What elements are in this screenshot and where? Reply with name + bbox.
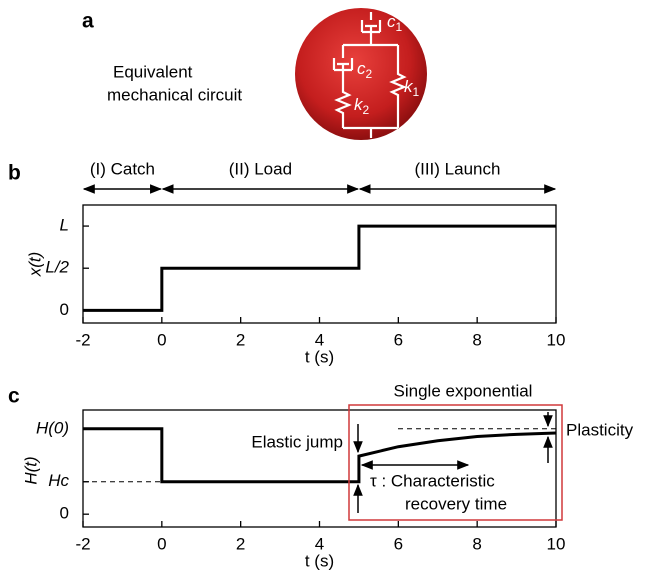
x-tick-label: -2 [75,534,90,553]
x-tick-label: 10 [547,534,566,553]
y-axis-label: x(t) [25,252,44,278]
y-axis-label: H(t) [21,456,40,484]
annotation: Single exponential [394,381,533,400]
y-tick-label: Hc [48,471,69,490]
circuit-caption: mechanical circuit [107,85,242,104]
figure: a b c Equivalent mechanical circuit c1 c… [0,0,655,577]
component-label: c1 [387,12,403,34]
x-tick-label: 2 [236,534,245,553]
x-tick-label: -2 [75,330,90,349]
x-tick-label: 0 [157,534,166,553]
y-tick-label: L/2 [45,258,69,277]
x-tick-label: 10 [547,330,566,349]
panel-label: c [8,385,20,408]
circuit: c1 c2 k1 k2 [295,8,427,140]
x-tick-label: 8 [472,330,481,349]
y-tick-label: H(0) [36,418,69,437]
y-tick-label: 0 [60,300,69,319]
phase-label: (II) Load [229,159,292,178]
x-axis-label: t (s) [305,551,334,570]
data-line [83,226,556,310]
x-tick-label: 2 [236,330,245,349]
x-axis-label: t (s) [305,347,334,366]
panel-label: a [82,10,94,33]
circuit-caption: Equivalent [113,62,193,81]
annotation: τ : Characteristic [370,471,495,490]
annotation: Plasticity [566,420,634,439]
panel-label: b [8,162,21,185]
x-tick-label: 0 [157,330,166,349]
annotation: Elastic jump [251,432,343,451]
y-tick-label: 0 [60,504,69,523]
plot-frame [83,205,556,323]
phase-label: (I) Catch [90,159,155,178]
x-tick-label: 6 [394,330,403,349]
phase-label: (III) Launch [414,159,500,178]
annotation: recovery time [405,494,507,513]
x-tick-label: 6 [394,534,403,553]
x-tick-label: 8 [472,534,481,553]
y-tick-label: L [60,216,69,235]
